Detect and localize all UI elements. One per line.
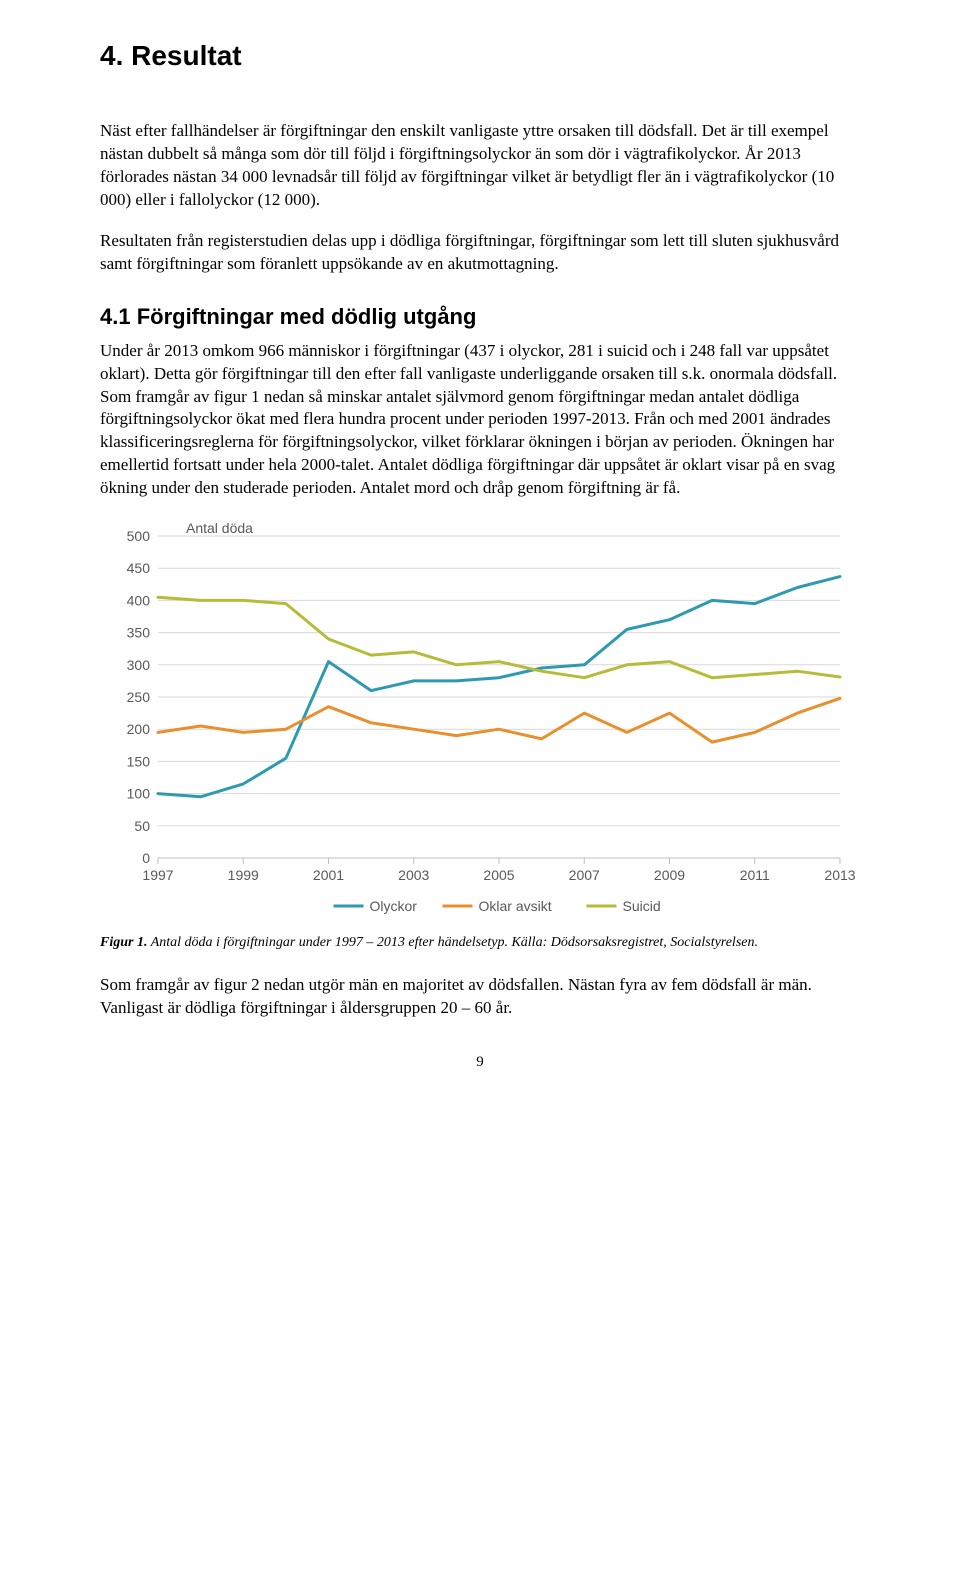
svg-text:2009: 2009 [654,867,685,883]
svg-text:Suicid: Suicid [623,898,661,914]
figure-1-chart: 0 50 100 150 200 250 300 350 400 450 500 1997 1999 20… [100,518,860,928]
subsection-heading: 4.1 Förgiftningar med dödlig utgång [100,304,860,330]
svg-text:350: 350 [127,625,151,641]
svg-text:Antal döda: Antal döda [186,520,253,536]
figure-1-caption: Figur 1. Antal döda i förgiftningar unde… [100,934,860,952]
svg-text:2001: 2001 [313,867,344,883]
svg-text:400: 400 [127,593,151,609]
svg-text:Oklar avsikt: Oklar avsikt [479,898,552,914]
figure-1-label: Figur 1. [100,935,147,950]
page-number: 9 [100,1054,860,1071]
svg-text:2013: 2013 [824,867,855,883]
paragraph-2: Resultaten från registerstudien delas up… [100,230,860,276]
svg-text:50: 50 [134,818,150,834]
svg-text:500: 500 [127,528,151,544]
svg-text:2007: 2007 [569,867,600,883]
figure-1-caption-text: Antal döda i förgiftningar under 1997 – … [147,935,758,950]
svg-text:1997: 1997 [142,867,173,883]
svg-text:1999: 1999 [228,867,259,883]
svg-text:2005: 2005 [483,867,514,883]
svg-text:100: 100 [127,786,151,802]
svg-text:2011: 2011 [740,867,770,883]
svg-text:200: 200 [127,721,151,737]
svg-text:150: 150 [127,754,151,770]
section-heading: 4. Resultat [100,40,860,72]
paragraph-3: Under år 2013 omkom 966 människor i förg… [100,340,860,501]
svg-text:450: 450 [127,560,151,576]
svg-text:0: 0 [142,850,150,866]
paragraph-1: Näst efter fallhändelser är förgiftninga… [100,120,860,212]
svg-text:300: 300 [127,657,151,673]
paragraph-4: Som framgår av figur 2 nedan utgör män e… [100,974,860,1020]
svg-text:Olyckor: Olyckor [370,898,418,914]
svg-text:2003: 2003 [398,867,429,883]
svg-text:250: 250 [127,689,151,705]
